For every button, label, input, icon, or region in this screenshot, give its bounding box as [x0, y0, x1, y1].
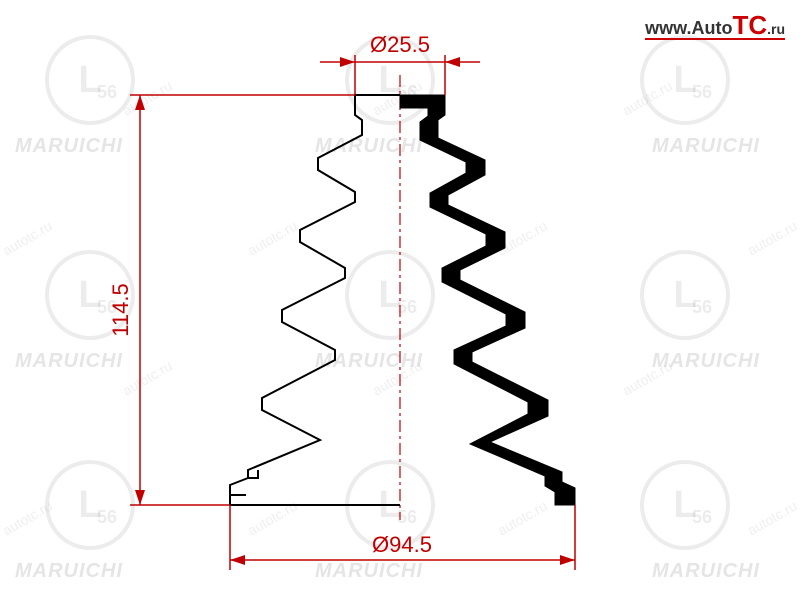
- technical-drawing: 114.5 Ø25.5 Ø94.5: [0, 0, 800, 600]
- arrow-icon: [445, 57, 460, 67]
- arrow-icon: [340, 57, 355, 67]
- arrow-icon: [230, 555, 245, 565]
- dim-height-text: 114.5: [108, 283, 133, 336]
- boot-neck-fill: [400, 95, 445, 108]
- arrow-icon: [135, 490, 145, 505]
- dim-bottom-text: Ø94.5: [372, 532, 432, 557]
- arrow-icon: [560, 555, 575, 565]
- dim-top-text: Ø25.5: [370, 32, 430, 57]
- arrow-icon: [135, 95, 145, 110]
- boot-left-profile: [230, 95, 400, 505]
- boot-left-detail: [248, 470, 258, 478]
- boot-section-fill: [400, 95, 575, 505]
